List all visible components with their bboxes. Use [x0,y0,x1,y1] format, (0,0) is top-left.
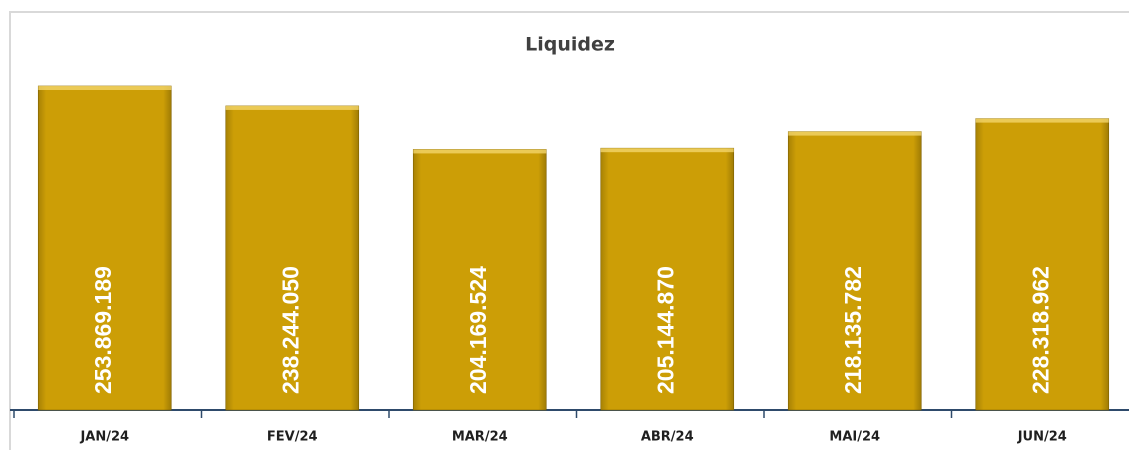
x-tick-label: MAR/24 [452,430,508,445]
value-label: 204.169.524 [465,266,491,394]
bar-highlight [413,149,547,154]
chart-title: Liquidez [525,34,615,56]
x-tick-label: JUN/24 [1017,430,1067,445]
x-tick-label: JAN/24 [79,430,129,445]
bar-bevel [788,131,922,410]
bar-highlight [975,118,1109,123]
bar-highlight [600,148,734,153]
bar-highlight [225,105,359,110]
bar-bevel [975,118,1109,410]
bar-bevel [413,149,547,411]
bar-highlight [788,131,922,136]
value-label: 253.869.189 [90,266,116,394]
bar-bevel [38,86,172,410]
bar-bevel [600,148,734,410]
x-tick-label: FEV/24 [267,430,318,445]
value-label: 218.135.782 [840,266,866,394]
value-label: 238.244.050 [277,266,303,394]
x-tick-label: ABR/24 [641,430,694,445]
value-label: 228.318.962 [1027,266,1053,394]
x-tick-label: MAI/24 [829,430,880,445]
bar-highlight [38,86,172,90]
chart-frame [9,11,1129,450]
value-label: 205.144.870 [652,266,678,394]
bar-bevel [225,105,359,410]
